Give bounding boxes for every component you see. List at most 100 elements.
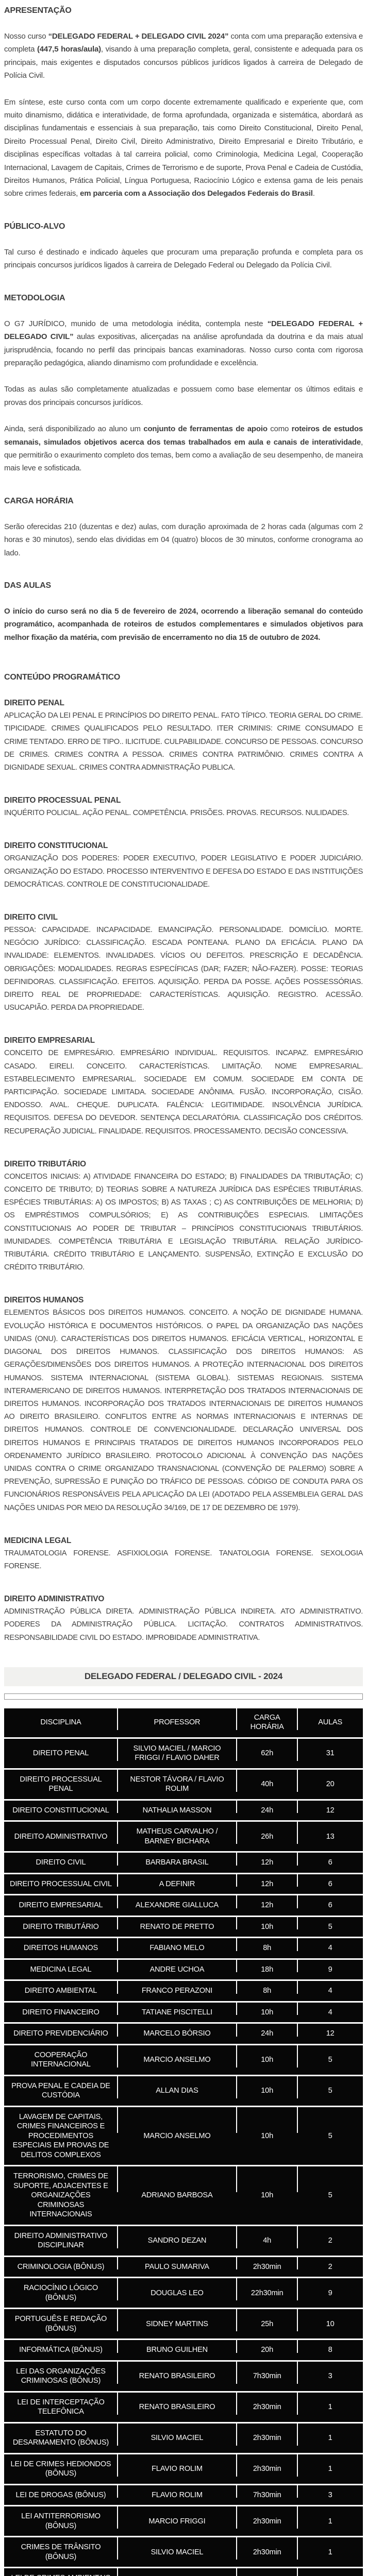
discipline-cell: COOPERAÇÃO INTERNACIONAL bbox=[31, 2050, 91, 2069]
classes-cell: 1 bbox=[297, 2392, 363, 2422]
discipline-cell: DIREITO PROCESSUAL CIVIL bbox=[9, 1879, 112, 1888]
professor-cell: SILVIO MACIEL bbox=[116, 2423, 237, 2453]
discipline-cell: LEI ANTITERRORISMO (BÔNUS) bbox=[21, 2512, 101, 2530]
table-row: MEDICINA LEGAL ANDRE UCHOA 18h 9 bbox=[4, 1959, 363, 1981]
text-run: , visando à uma preparação completa, ger… bbox=[4, 45, 363, 80]
hours-cell: 24h bbox=[236, 1800, 297, 1821]
subject-title: DIREITO PROCESSUAL PENAL bbox=[4, 796, 121, 805]
professor-cell: ADRIANO BARBOSA bbox=[116, 2166, 237, 2225]
discipline-cell: DIREITO EMPRESARIAL bbox=[19, 1901, 103, 1910]
table-row: PROVA PENAL E CADEIA DE CUSTÓDIA ALLAN DI… bbox=[4, 2076, 363, 2107]
hours-cell: 10h bbox=[236, 2076, 297, 2106]
hours-cell: 2h30min bbox=[236, 2537, 297, 2567]
section-heading: CARGA HORÁRIA bbox=[4, 496, 74, 505]
classes-cell: 8 bbox=[297, 2340, 363, 2360]
table-row: LEI DAS ORGANIZAÇÕES CRIMINOSAS (BÔNUS) R… bbox=[4, 2361, 363, 2393]
classes-cell: 4 bbox=[297, 2002, 363, 2023]
classes-cell: 5 bbox=[297, 2076, 363, 2106]
table-row: LAVAGEM DE CAPITAIS, CRIMES FINANCEIROS … bbox=[4, 2107, 363, 2167]
subject-block: DIREITO PROCESSUAL PENAL INQUÉRITO POLICI… bbox=[4, 794, 363, 820]
professor-cell: TATIANE PISCITELLI bbox=[116, 2002, 237, 2023]
section-paragraph: O início do curso será no dia 5 de fever… bbox=[4, 605, 363, 644]
table-row: DIREITO EMPRESARIAL ALEXANDRE GIALLUCA 12h… bbox=[4, 1895, 363, 1917]
hours-cell: 24h bbox=[236, 2024, 297, 2044]
table-row: DIREITO CIVIL BARBARA BRASIL 12h 6 bbox=[4, 1853, 363, 1874]
professor-cell: NESTOR TÁVORA / FLAVIO ROLIM bbox=[116, 1769, 237, 1799]
table-row: COOPERAÇÃO INTERNACIONAL MARCIO ANSELMO 10… bbox=[4, 2045, 363, 2076]
text-run: , que permitirão o exaurimento completo … bbox=[4, 437, 363, 473]
subject-block: DIREITO EMPRESARIAL CONCEITO DE EMPRESÁRI… bbox=[4, 1034, 363, 1138]
bold-text-run: “DELEGADO FEDERAL + DELEGADO CIVIL” bbox=[4, 319, 363, 342]
table-row: LEI DE DROGAS (BÔNUS) FLAVIO ROLIM 7h30min… bbox=[4, 2485, 363, 2507]
professor-cell: MARCIO ANSELMO bbox=[116, 2045, 237, 2075]
table-row: DIREITO ADMINISTRATIVO DISCIPLINAR SANDRO… bbox=[4, 2226, 363, 2257]
section-das-aulas: DAS AULAS O início do curso será no dia 5… bbox=[4, 579, 363, 644]
subject-body: CONCEITO DE EMPRESÁRIO. EMPRESÁRIO INDIV… bbox=[4, 1049, 363, 1136]
bold-text-run: O início do curso será no dia 5 de fever… bbox=[4, 606, 363, 642]
hours-cell: 2h30min bbox=[236, 2568, 297, 2576]
hours-cell: 2h30min bbox=[236, 2423, 297, 2453]
intro-sections: APRESENTAÇÃO Nosso curso “DELEGADO FEDERA… bbox=[4, 4, 363, 644]
bold-text-run: conjunto de ferramentas de apoio bbox=[143, 425, 268, 434]
discipline-cell: TERRORISMO, CRIMES DE SUPORTE, ADJACENTE… bbox=[13, 2172, 108, 2219]
professor-cell: SILVIO MACIEL bbox=[116, 2537, 237, 2567]
section-paragraph: Em síntese, este curso conta com um corp… bbox=[4, 96, 363, 200]
section-heading: APRESENTAÇÃO bbox=[4, 6, 72, 15]
hours-cell: 2h30min bbox=[236, 2257, 297, 2277]
professor-cell: NATHALIA MASSON bbox=[116, 1800, 237, 1821]
subject-title: DIREITO EMPRESARIAL bbox=[4, 1036, 95, 1045]
section-paragraph: Ainda, será disponibilizado ao aluno um … bbox=[4, 422, 363, 475]
section-heading: PÚBLICO-ALVO bbox=[4, 222, 65, 231]
discipline-cell: LEI DE CRIMES AMBIENTAIS (BÔNUS) bbox=[4, 2568, 118, 2576]
hours-cell: 40h bbox=[236, 1769, 297, 1799]
subject-title: DIREITO CONSTITUCIONAL bbox=[4, 841, 108, 851]
discipline-cell: ESTATUTO DO DESARMAMENTO (BÔNUS) bbox=[12, 2429, 109, 2447]
section-carga-hor-ria: CARGA HORÁRIA Serão oferecidas 210 (duzen… bbox=[4, 495, 363, 560]
professor-cell: MARCIO FRIGGI bbox=[116, 2506, 237, 2536]
table-row: DIREITO FINANCEIRO TATIANE PISCITELLI 10h 4 bbox=[4, 2002, 363, 2024]
discipline-cell: DIREITOS HUMANOS bbox=[23, 1944, 98, 1953]
hours-cell: 4h bbox=[236, 2226, 297, 2256]
discipline-cell: DIREITO TRIBUTÁRIO bbox=[23, 1922, 99, 1931]
hours-cell: 10h bbox=[236, 2107, 297, 2165]
classes-cell: 31 bbox=[297, 1738, 363, 1768]
hours-cell: 2h30min bbox=[236, 2454, 297, 2484]
discipline-cell: LEI DE INTERCEPTAÇÃO TELEFÔNICA bbox=[17, 2398, 105, 2416]
discipline-cell: DIREITO PENAL bbox=[32, 1749, 89, 1757]
hours-cell: 10h bbox=[236, 1917, 297, 1937]
subject-block: DIREITO ADMINISTRATIVO ADMINISTRAÇÃO PÚBL… bbox=[4, 1592, 363, 1645]
hours-cell: 12h bbox=[236, 1895, 297, 1916]
discipline-cell: PROVA PENAL E CADEIA DE CUSTÓDIA bbox=[11, 2081, 110, 2100]
hours-cell: 22h30min bbox=[236, 2278, 297, 2308]
hours-cell: 2h30min bbox=[236, 2392, 297, 2422]
classes-cell: 1 bbox=[297, 2423, 363, 2453]
section-apresenta-o: APRESENTAÇÃO Nosso curso “DELEGADO FEDERA… bbox=[4, 4, 363, 200]
classes-cell: 9 bbox=[297, 2278, 363, 2308]
classes-cell: 5 bbox=[297, 2166, 363, 2225]
schedule-table: DISCIPLINA PROFESSOR CARGA HORÁRIA AULAS DIR… bbox=[4, 1708, 363, 2576]
professor-cell: BRUNO GUILHEN bbox=[116, 2340, 237, 2360]
subject-block: DIREITOS HUMANOS ELEMENTOS BÁSICOS DOS DI… bbox=[4, 1294, 363, 1514]
subject-title: DIREITO TRIBUTÁRIO bbox=[4, 1159, 86, 1168]
table-row: CRIMES DE TRÂNSITO (BÔNUS) SILVIO MACIEL 2… bbox=[4, 2537, 363, 2569]
classes-cell: 10 bbox=[297, 2309, 363, 2338]
hours-cell: 25h bbox=[236, 2309, 297, 2338]
text-run: Ainda, será disponibilizado ao aluno um bbox=[4, 425, 144, 434]
table-row: DIREITO ADMINISTRATIVO MATHEUS CARVALHO /… bbox=[4, 1822, 363, 1853]
text-run: aulas expositivas, alicerçadas na anális… bbox=[4, 332, 363, 367]
classes-cell: 5 bbox=[297, 2107, 363, 2165]
discipline-cell: DIREITO FINANCEIRO bbox=[22, 2008, 99, 2016]
table-row: INFORMÁTICA (BÔNUS) BRUNO GUILHEN 20h 8 bbox=[4, 2340, 363, 2362]
subject-body: INQUÉRITO POLICIAL. AÇÃO PENAL. COMPETÊN… bbox=[4, 809, 349, 818]
column-header-aulas: AULAS bbox=[297, 1708, 363, 1737]
hours-cell: 18h bbox=[236, 1959, 297, 1980]
classes-cell: 6 bbox=[297, 1874, 363, 1894]
subject-title: DIREITO PENAL bbox=[4, 699, 64, 708]
subject-body: ADMINISTRAÇÃO PÚBLICA DIRETA. ADMINISTRA… bbox=[4, 1607, 363, 1642]
section-metodologia: METODOLOGIA O G7 JURÍDICO, munido de uma … bbox=[4, 292, 363, 475]
discipline-cell: DIREITO ADMINISTRATIVO DISCIPLINAR bbox=[14, 2231, 108, 2250]
text-run: Tal curso é destinado e indicado àqueles… bbox=[4, 247, 363, 270]
subject-block: DIREITO TRIBUTÁRIO CONCEITOS INICIAIS: A)… bbox=[4, 1158, 363, 1275]
classes-cell: 3 bbox=[297, 2361, 363, 2391]
text-run: Nosso curso bbox=[4, 32, 48, 41]
